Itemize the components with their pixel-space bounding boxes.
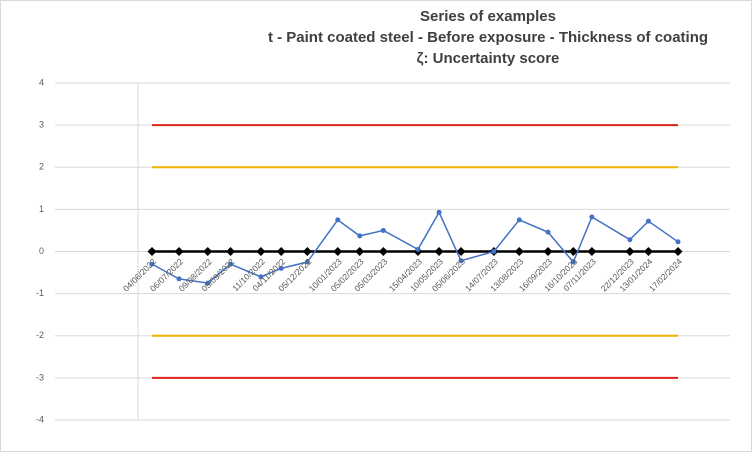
y-tick-label: 1	[39, 204, 44, 214]
data-point	[276, 247, 286, 256]
y-tick-label: -1	[36, 288, 44, 298]
data-point	[643, 247, 653, 256]
data-point	[147, 247, 157, 256]
chart-subtitle: ζ: Uncertainty score	[417, 50, 560, 67]
data-point	[203, 247, 213, 256]
data-point	[545, 229, 551, 235]
y-tick-label: 3	[39, 120, 44, 130]
data-point	[645, 218, 651, 224]
data-point	[174, 247, 184, 256]
data-point	[357, 233, 363, 239]
data-point	[514, 247, 524, 256]
data-point	[256, 247, 266, 256]
data-point	[226, 247, 236, 256]
y-tick-label: 4	[39, 77, 44, 87]
y-tick-label: 0	[39, 246, 44, 256]
data-point	[378, 247, 388, 256]
data-point	[673, 247, 683, 256]
data-point	[415, 246, 421, 252]
data-point	[258, 274, 264, 280]
data-point	[380, 227, 386, 233]
data-point	[491, 249, 497, 254]
y-tick-label: -2	[36, 330, 44, 340]
data-point	[570, 259, 576, 265]
data-point	[355, 247, 365, 256]
data-point	[205, 280, 211, 286]
data-point	[675, 239, 681, 245]
data-point	[434, 247, 444, 256]
data-point	[335, 217, 341, 223]
y-tick-label: -4	[36, 414, 44, 424]
data-point	[589, 214, 595, 220]
data-point	[625, 247, 635, 256]
y-tick-label: -3	[36, 372, 44, 382]
data-point	[568, 247, 578, 256]
data-point	[458, 258, 464, 264]
data-point	[333, 247, 343, 256]
data-point	[587, 247, 597, 256]
data-point	[436, 209, 442, 215]
data-point	[456, 247, 466, 256]
data-point	[516, 217, 522, 223]
data-point	[543, 247, 553, 256]
y-tick-label: 2	[39, 162, 44, 172]
data-point	[627, 237, 633, 243]
chart-subtitle: t - Paint coated steel - Before exposure…	[268, 29, 708, 46]
data-point	[278, 265, 284, 271]
chart-title: Series of examples	[420, 8, 556, 25]
data-point	[176, 276, 182, 282]
data-point	[228, 261, 234, 267]
data-point	[302, 247, 312, 256]
data-point	[149, 261, 155, 267]
data-point	[304, 259, 310, 265]
